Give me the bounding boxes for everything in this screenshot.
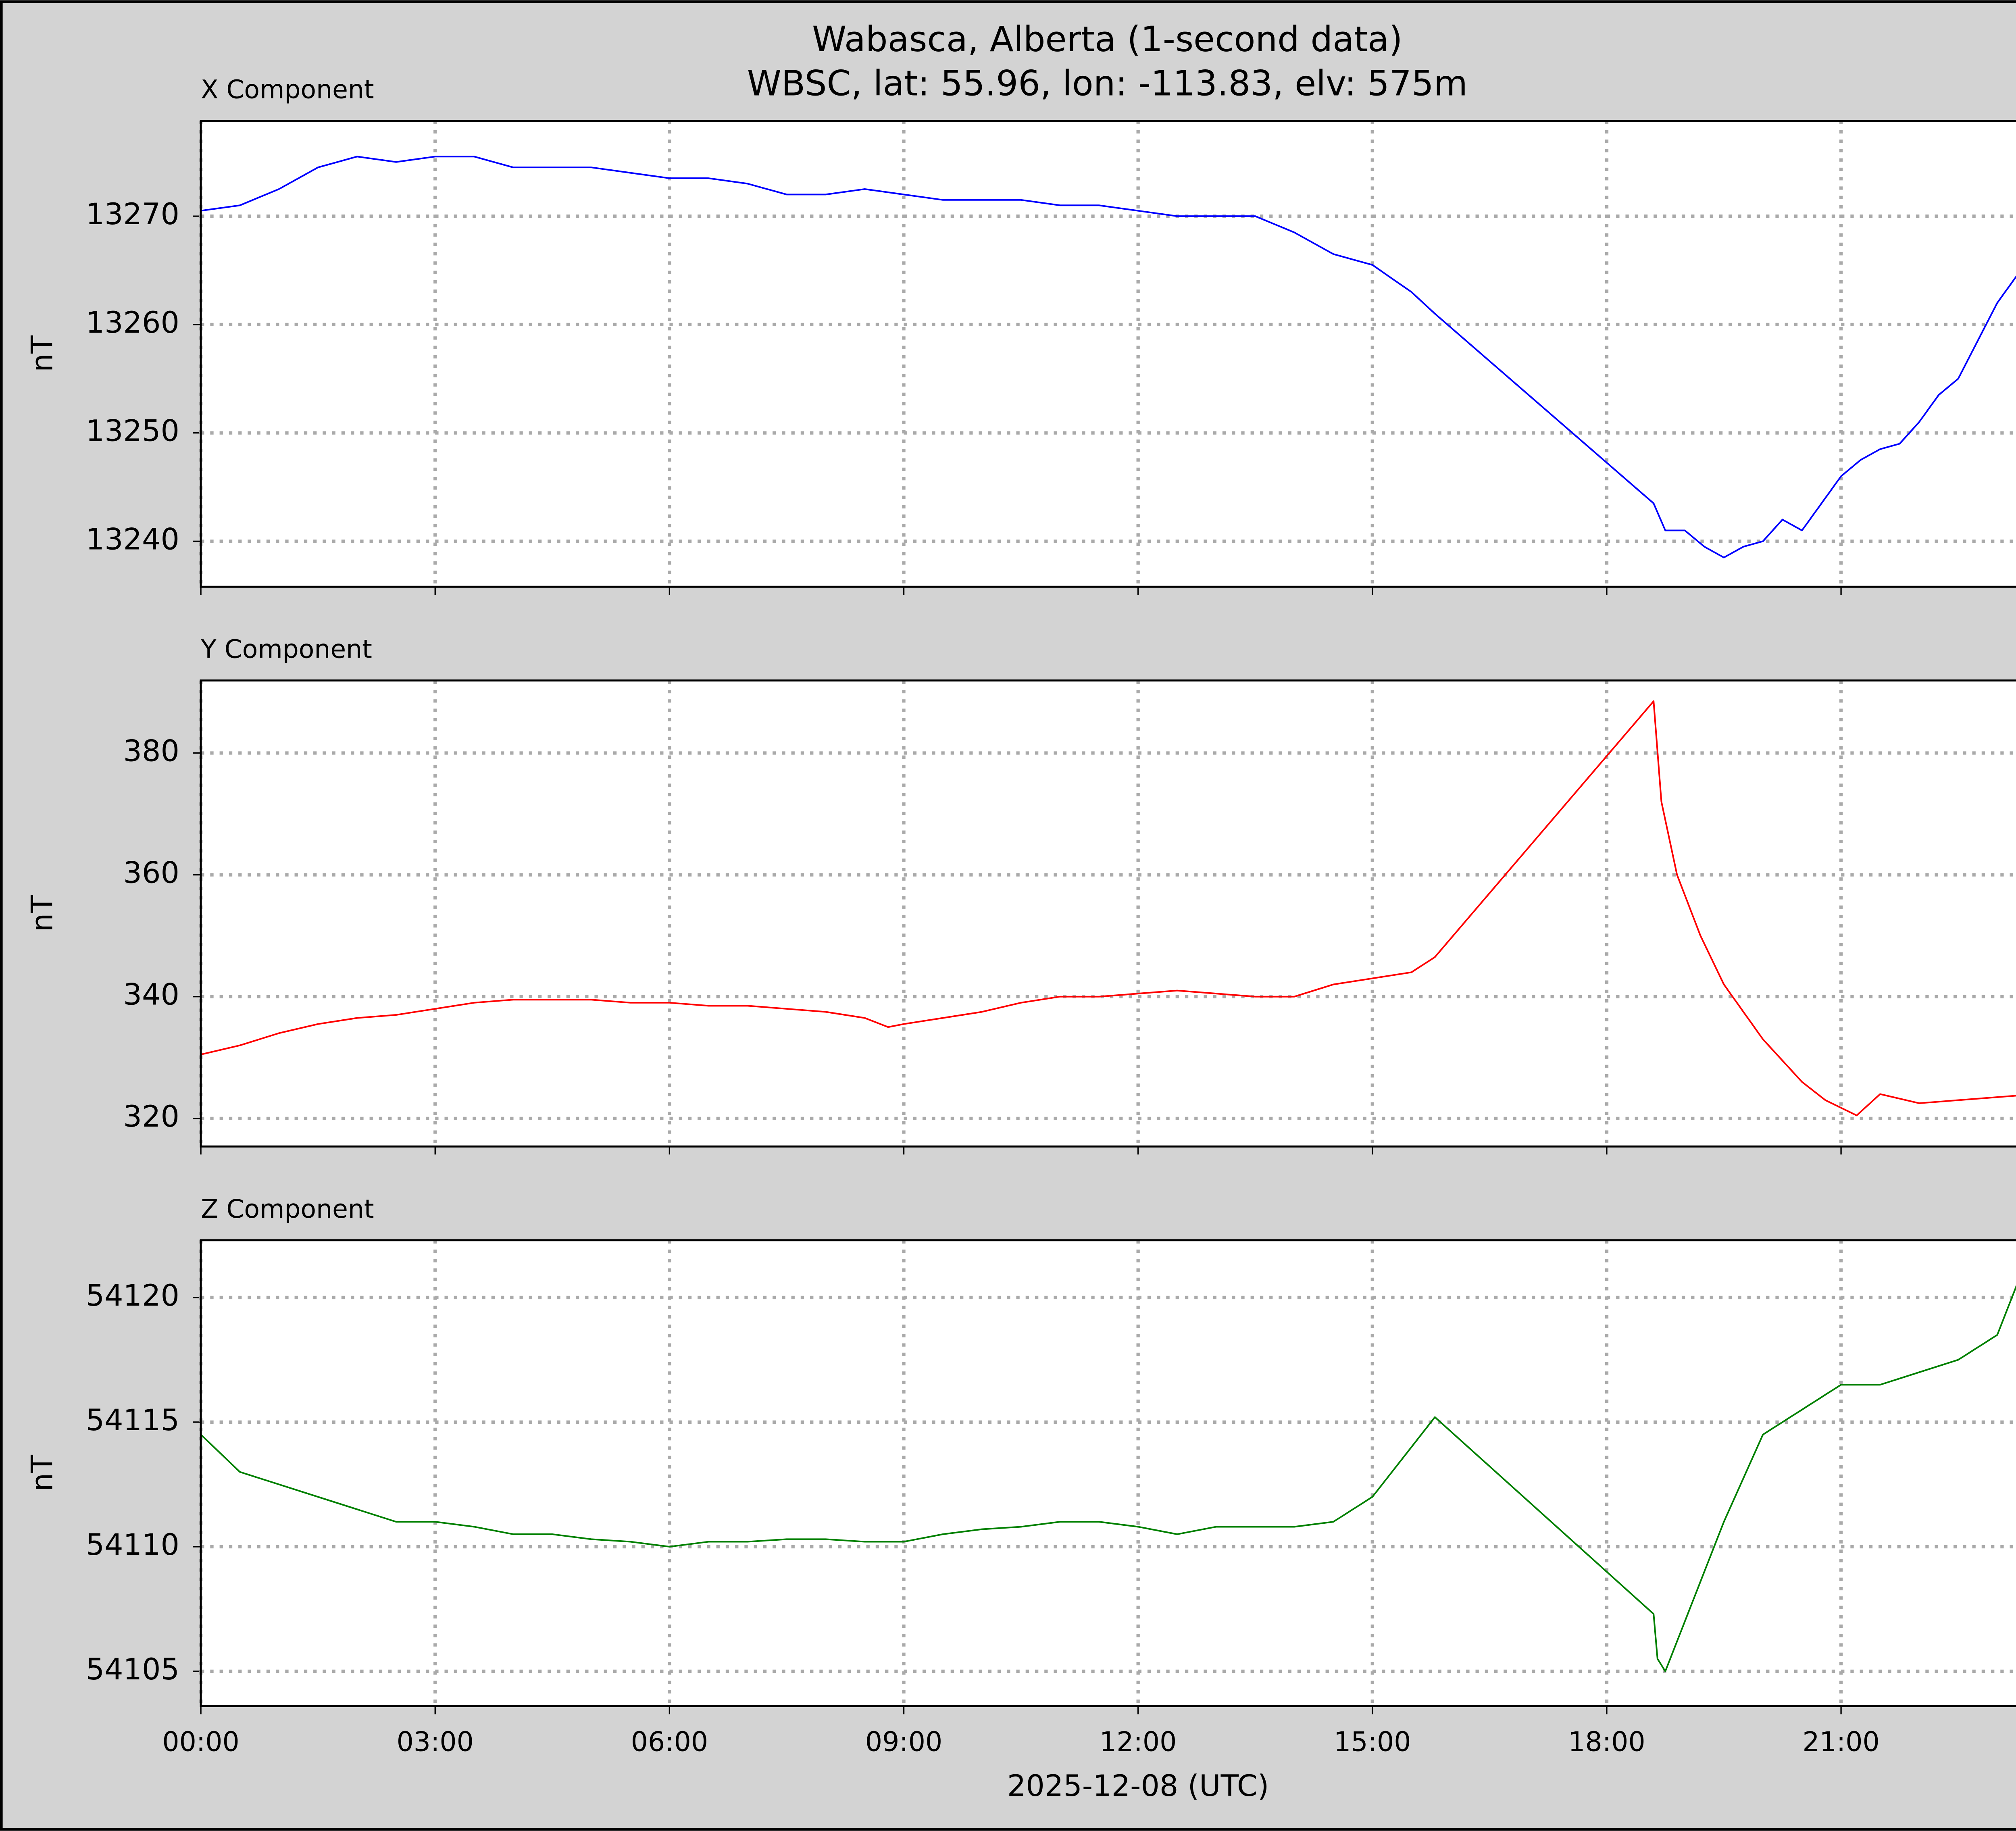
chart-subtitle: WBSC, lat: 55.96, lon: -113.83, elv: 575… bbox=[747, 64, 1468, 104]
x-tick-label: 12:00 bbox=[1100, 1726, 1177, 1757]
data-line bbox=[200, 156, 2016, 558]
x-tick-label: 15:00 bbox=[1334, 1726, 1411, 1757]
y-tick-label: 13250 bbox=[86, 414, 179, 448]
data-line bbox=[200, 1285, 2016, 1672]
y-tick-label: 54120 bbox=[86, 1279, 179, 1313]
y-tick-label: 54105 bbox=[86, 1652, 179, 1687]
panel-title: Z Component bbox=[201, 1194, 374, 1224]
y-axis-label: nT bbox=[25, 1455, 60, 1491]
y-axis-label: nT bbox=[25, 335, 60, 372]
y-tick-label: 380 bbox=[123, 734, 179, 768]
y-tick-label: 13240 bbox=[86, 522, 179, 556]
y-tick-label: 340 bbox=[123, 978, 179, 1012]
x-tick-label: 18:00 bbox=[1568, 1726, 1645, 1757]
plot-frame bbox=[200, 679, 2016, 1148]
x-tick-label: 21:00 bbox=[1802, 1726, 1879, 1757]
y-tick-label: 320 bbox=[123, 1100, 179, 1134]
plot-area bbox=[201, 680, 2016, 1147]
y-tick-label: 13260 bbox=[86, 306, 179, 340]
y-tick-label: 13270 bbox=[86, 197, 179, 231]
data-line bbox=[200, 700, 2016, 1117]
x-tick-label: 06:00 bbox=[631, 1726, 708, 1757]
panel-title: Y Component bbox=[200, 634, 372, 664]
x-tick-label: 09:00 bbox=[865, 1726, 942, 1757]
plot-area bbox=[201, 1240, 2016, 1706]
x-tick-label: 03:00 bbox=[397, 1726, 474, 1757]
plot-frame bbox=[200, 1239, 2016, 1707]
chart-title: Wabasca, Alberta (1-second data) bbox=[812, 19, 1403, 60]
panel-title: X Component bbox=[201, 75, 374, 104]
y-tick-label: 54115 bbox=[86, 1403, 179, 1437]
plot-area bbox=[201, 121, 2016, 587]
plot-frame bbox=[200, 120, 2016, 588]
x-axis-label: 2025-12-08 (UTC) bbox=[1007, 1769, 1269, 1803]
y-axis-label: nT bbox=[25, 895, 60, 932]
y-tick-label: 54110 bbox=[86, 1528, 179, 1562]
y-tick-label: 360 bbox=[123, 856, 179, 890]
x-tick-label: 00:00 bbox=[162, 1726, 239, 1757]
